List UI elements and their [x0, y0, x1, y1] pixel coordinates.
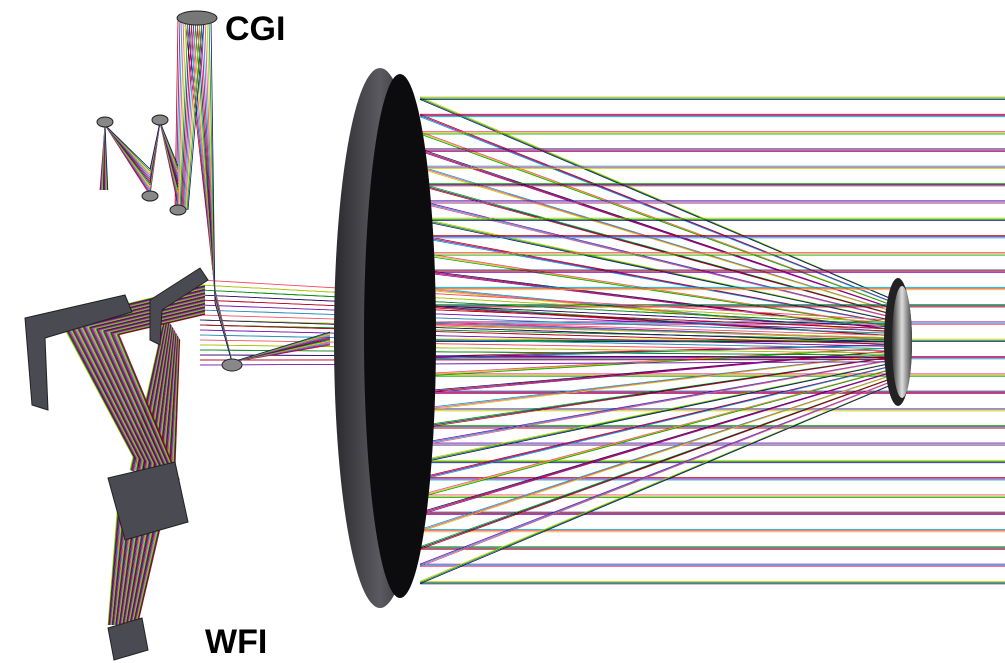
- cgi-mirror: [142, 191, 158, 201]
- ray: [105, 125, 150, 169]
- ray: [420, 357, 890, 428]
- cgi-mirror: [177, 11, 217, 25]
- cgi-mirror: [97, 117, 113, 127]
- instrument-label: WFI: [205, 623, 267, 661]
- primary-mirror: [334, 68, 436, 608]
- secondary-face: [892, 286, 912, 398]
- ray: [420, 379, 890, 549]
- ray: [150, 122, 160, 169]
- ray: [420, 376, 890, 532]
- cgi-mirror: [170, 205, 186, 215]
- instrument-label: CGI: [225, 10, 285, 48]
- ray-group: [60, 20, 1005, 625]
- ray: [420, 151, 890, 307]
- fold-mirror: [222, 359, 242, 371]
- optical-diagram: CGI WFI: [0, 0, 1005, 663]
- ray: [215, 303, 232, 362]
- ray: [420, 382, 890, 566]
- ray: [420, 370, 890, 497]
- primary-face: [364, 74, 436, 598]
- ray: [200, 362, 890, 365]
- cgi-mirror: [152, 115, 168, 125]
- ray: [420, 117, 890, 302]
- ray: [420, 364, 890, 463]
- secondary-mirror: [884, 278, 912, 406]
